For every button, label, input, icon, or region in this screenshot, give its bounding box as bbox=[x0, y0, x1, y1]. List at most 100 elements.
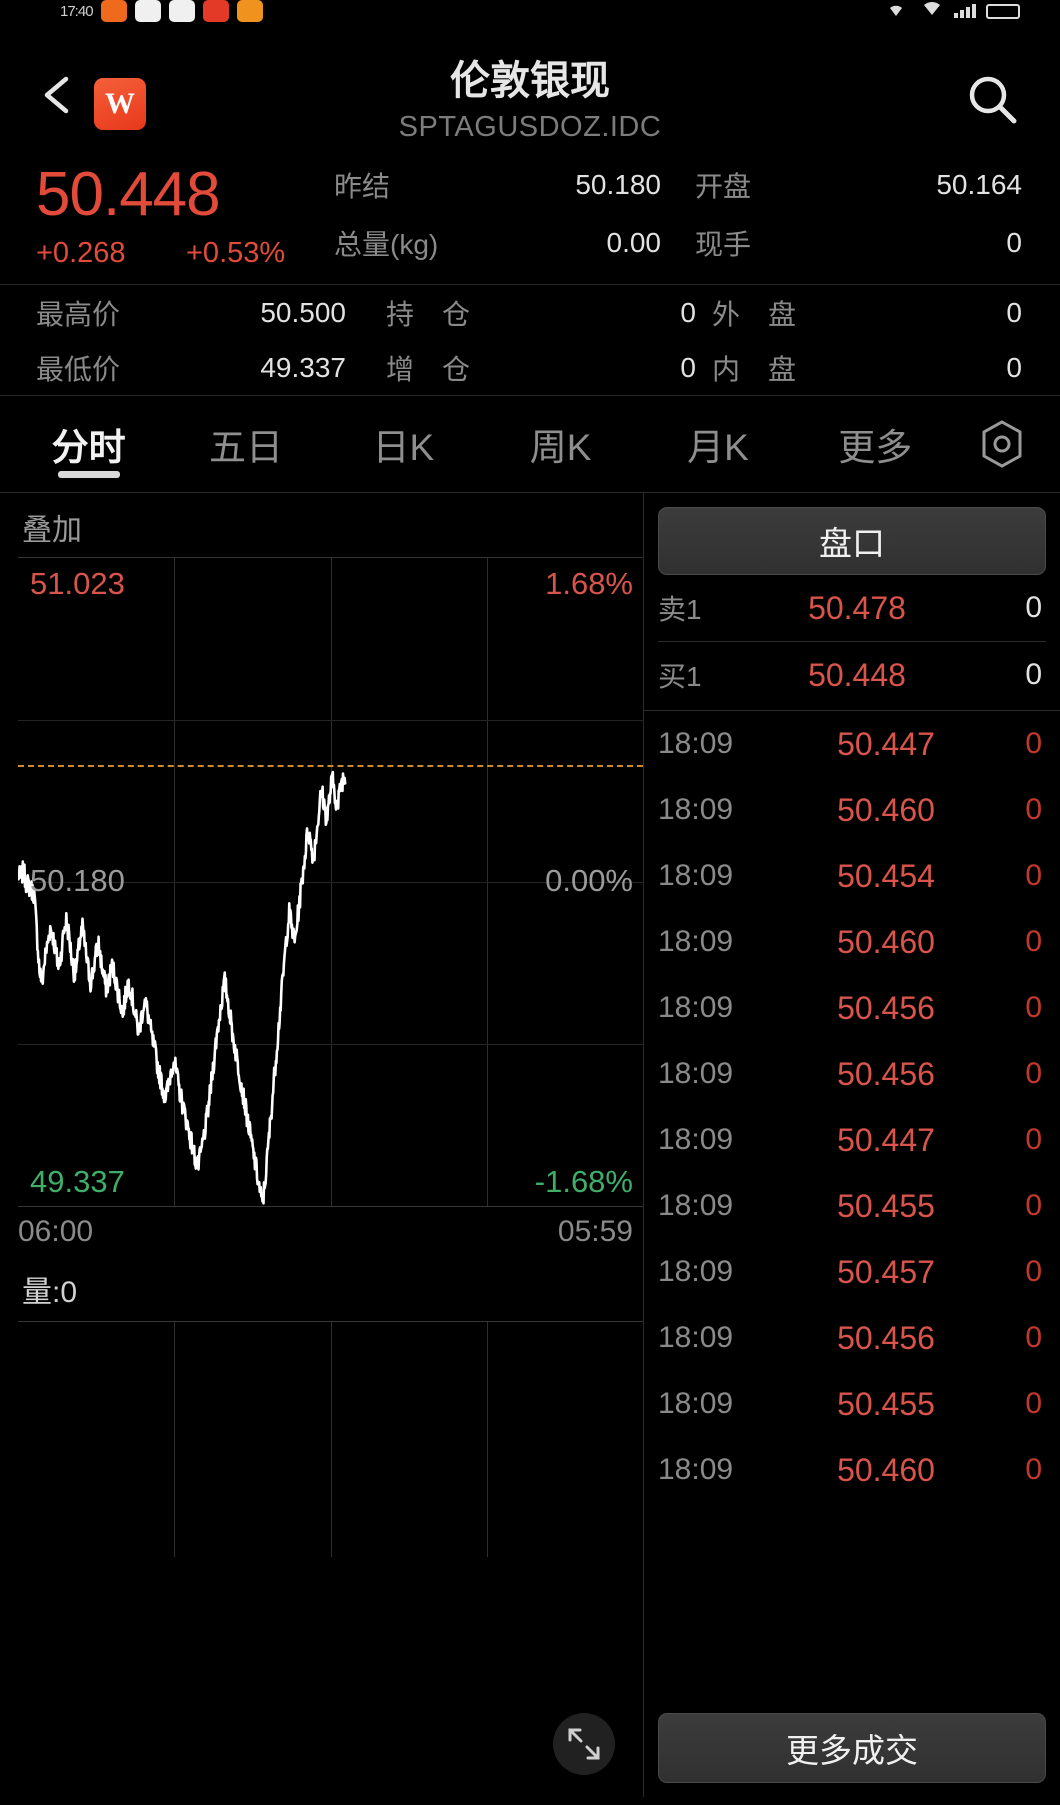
trade-row[interactable]: 18:09 50.455 0 bbox=[644, 1173, 1060, 1239]
gear-icon[interactable] bbox=[954, 419, 1050, 469]
quote-divider bbox=[0, 284, 1060, 285]
orderbook-pane: 盘口 卖1 50.478 0 买1 50.448 0 18:09 50.447 0 1… bbox=[644, 493, 1060, 1797]
chart-time-axis: 06:00 05:59 bbox=[18, 1215, 643, 1259]
quote-summary: 50.448 +0.268 +0.53% 昨结 50.180 开盘 50.164… bbox=[0, 144, 1060, 284]
trade-price: 50.454 bbox=[837, 857, 935, 894]
trade-row[interactable]: 18:09 50.454 0 bbox=[644, 843, 1060, 909]
price-chart[interactable]: 51.023 1.68% 50.180 0.00% 49.337 -1.68% bbox=[18, 557, 643, 1207]
volume-vgrid bbox=[330, 1322, 332, 1557]
app-header: W 伦敦银现 SPTAGUSDOZ.IDC bbox=[0, 22, 1060, 144]
chart-high-label: 51.023 bbox=[30, 566, 125, 601]
chart-high-pct-label: 1.68% bbox=[545, 566, 633, 601]
orderbook-level-bid1[interactable]: 买1 50.448 0 bbox=[644, 642, 1060, 708]
app-yellow-icon bbox=[236, 0, 263, 22]
trade-volume: 0 bbox=[1025, 727, 1042, 760]
volume-chart[interactable] bbox=[18, 1321, 643, 1557]
trade-time: 18:09 bbox=[658, 1189, 734, 1222]
trade-row[interactable]: 18:09 50.460 0 bbox=[644, 1437, 1060, 1503]
quote-cell-total-volume: 总量(kg) 0.00 bbox=[334, 223, 695, 263]
volume-vgrid bbox=[174, 1322, 176, 1557]
trade-row[interactable]: 18:09 50.447 0 bbox=[644, 1107, 1060, 1173]
tab-intraday[interactable]: 分时 bbox=[10, 396, 167, 492]
time-axis-start: 06:00 bbox=[18, 1215, 94, 1248]
app-red-icon bbox=[202, 0, 229, 22]
trade-price: 50.460 bbox=[837, 791, 935, 828]
trade-row[interactable]: 18:09 50.456 0 bbox=[644, 975, 1060, 1041]
quote-value: 0 bbox=[680, 351, 696, 383]
chart-pane[interactable]: 叠加 51.023 1.68% 50.180 0.00% 49.337 -1.6… bbox=[0, 493, 644, 1797]
tabs-divider bbox=[0, 395, 1060, 396]
price-line-series bbox=[18, 770, 347, 1205]
chart-mid-pct-label: 0.00% bbox=[545, 862, 633, 898]
trade-volume: 0 bbox=[1025, 1453, 1042, 1486]
trade-price: 50.455 bbox=[837, 1385, 935, 1422]
quote-detail-row: 最高价 50.500 持 仓 0 外 盘 0 bbox=[22, 285, 1038, 340]
trade-time: 18:09 bbox=[658, 1387, 734, 1420]
trade-volume: 0 bbox=[1025, 1123, 1042, 1156]
battery-icon bbox=[986, 3, 1020, 19]
trade-time: 18:09 bbox=[658, 991, 734, 1024]
trade-row[interactable]: 18:09 50.460 0 bbox=[644, 909, 1060, 975]
quote-label: 开盘 bbox=[695, 171, 752, 202]
trade-time: 18:09 bbox=[658, 1123, 734, 1156]
quote-cell-high: 最高价 50.500 bbox=[22, 293, 386, 333]
trade-volume: 0 bbox=[1025, 925, 1042, 958]
app-logo[interactable]: W bbox=[94, 78, 146, 130]
quote-cell-inner-volume: 内 盘 0 bbox=[712, 348, 1038, 388]
level-volume: 0 bbox=[1025, 591, 1042, 624]
quote-label: 昨结 bbox=[334, 171, 391, 202]
orderbook-tab-button[interactable]: 盘口 bbox=[658, 507, 1046, 575]
chart-low-label: 49.337 bbox=[30, 1164, 125, 1199]
last-price: 50.448 bbox=[36, 159, 221, 229]
quote-detail-rows: 最高价 50.500 持 仓 0 外 盘 0 最低价 49.337 增 仓 0 … bbox=[0, 285, 1060, 395]
trade-price: 50.460 bbox=[837, 1451, 935, 1488]
chevron-left-icon[interactable] bbox=[40, 74, 74, 116]
quote-value: 0 bbox=[1006, 296, 1022, 328]
quote-cell-open-interest: 持 仓 0 bbox=[386, 293, 712, 333]
app-white-icon bbox=[134, 0, 161, 22]
trade-volume: 0 bbox=[1025, 1255, 1042, 1288]
trade-row[interactable]: 18:09 50.447 0 bbox=[644, 711, 1060, 777]
overlay-label[interactable]: 叠加 bbox=[22, 514, 82, 547]
trade-time: 18:09 bbox=[658, 859, 734, 892]
status-bar: 17:40 bbox=[0, 0, 1060, 22]
quote-label: 外 盘 bbox=[712, 298, 797, 330]
quote-cell-open: 开盘 50.164 bbox=[695, 165, 1038, 205]
search-icon[interactable] bbox=[964, 72, 1020, 128]
tab-more[interactable]: 更多 bbox=[838, 427, 913, 468]
chart-low-pct-label: -1.68% bbox=[534, 1164, 633, 1199]
trade-row[interactable]: 18:09 50.456 0 bbox=[644, 1041, 1060, 1107]
signal-bars-icon bbox=[954, 3, 976, 18]
tab-five-day[interactable]: 五日 bbox=[208, 427, 283, 468]
trade-row[interactable]: 18:09 50.460 0 bbox=[644, 777, 1060, 843]
page-title: 伦敦银现 bbox=[450, 59, 610, 103]
trade-time: 18:09 bbox=[658, 1453, 734, 1486]
level-price: 50.448 bbox=[808, 656, 906, 693]
tab-daily-k[interactable]: 日K bbox=[372, 427, 435, 468]
trade-time: 18:09 bbox=[658, 1057, 734, 1090]
trade-time: 18:09 bbox=[658, 1255, 734, 1288]
trade-row[interactable]: 18:09 50.456 0 bbox=[644, 1305, 1060, 1371]
trade-price: 50.447 bbox=[837, 725, 935, 762]
quote-label: 最高价 bbox=[36, 298, 121, 330]
price-change: +0.268 bbox=[36, 236, 126, 269]
quote-label: 持 仓 bbox=[386, 298, 471, 330]
more-trades-button[interactable]: 更多成交 bbox=[658, 1713, 1046, 1783]
quote-pair-row: 昨结 50.180 开盘 50.164 bbox=[334, 156, 1038, 214]
tab-monthly-k[interactable]: 月K bbox=[687, 427, 749, 468]
chart-hgrid bbox=[18, 720, 643, 721]
trade-time: 18:09 bbox=[658, 1321, 734, 1354]
price-change-percent: +0.53% bbox=[186, 236, 286, 269]
quote-value: 0 bbox=[1006, 227, 1022, 258]
status-bar-left: 17:40 bbox=[60, 0, 263, 22]
volume-vgrid bbox=[486, 1322, 488, 1557]
volume-label: 量:0 bbox=[22, 1276, 78, 1309]
orderbook-level-ask1[interactable]: 卖1 50.478 0 bbox=[644, 575, 1060, 641]
trade-row[interactable]: 18:09 50.457 0 bbox=[644, 1239, 1060, 1305]
quote-pairs: 昨结 50.180 开盘 50.164 总量(kg) 0.00 现手 0 bbox=[334, 144, 1038, 284]
trade-row[interactable]: 18:09 50.455 0 bbox=[644, 1371, 1060, 1437]
trade-price: 50.456 bbox=[837, 989, 935, 1026]
orderbook-section-separator bbox=[644, 710, 1060, 711]
expand-arrows-icon[interactable] bbox=[553, 1713, 615, 1775]
tab-weekly-k[interactable]: 周K bbox=[529, 427, 592, 468]
